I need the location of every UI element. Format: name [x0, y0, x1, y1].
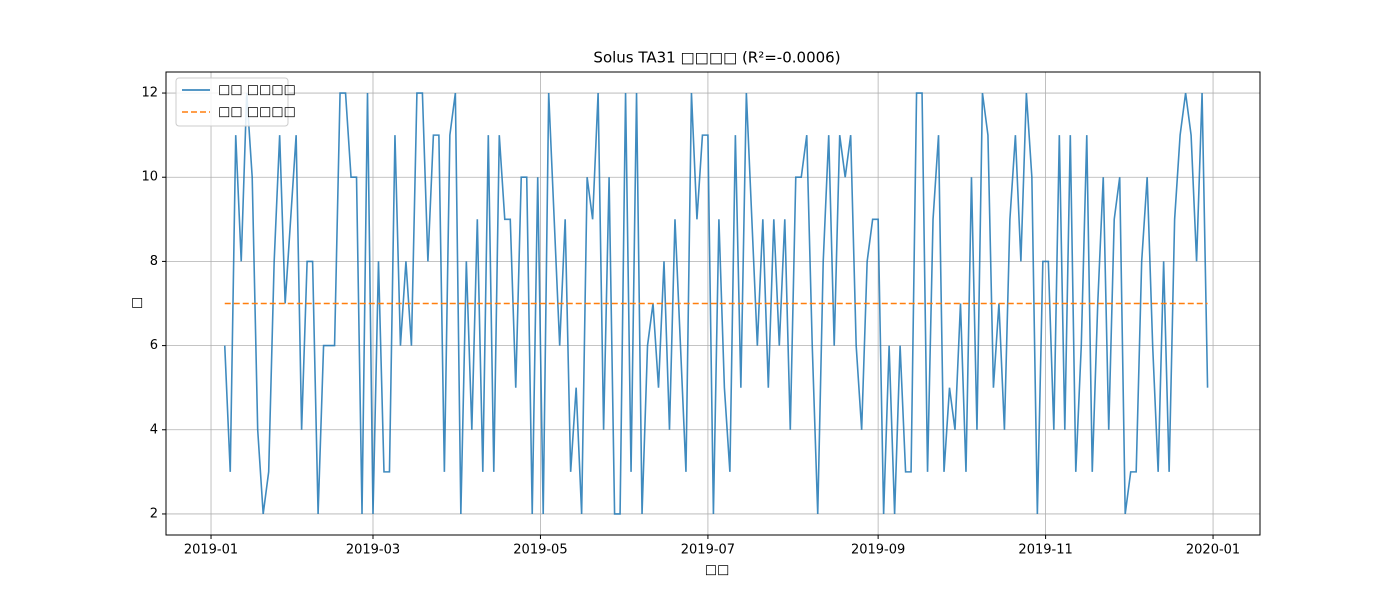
x-tick-label: 2019-01 [184, 543, 238, 558]
chart-title: Solus TA31 □□□□ (R²=-0.0006) [593, 49, 840, 67]
x-tick-label: 2019-07 [681, 543, 735, 558]
x-tick-label: 2020-01 [1186, 543, 1240, 558]
y-tick-label: 6 [150, 338, 158, 353]
legend-label: □□ □□□□ [218, 83, 296, 98]
y-axis-label: □ [130, 297, 145, 309]
x-tick-label: 2019-09 [851, 543, 905, 558]
y-tick-label: 8 [150, 254, 158, 269]
y-tick-label: 12 [141, 86, 158, 101]
legend-label: □□ □□□□ [218, 105, 296, 120]
x-tick-label: 2019-05 [513, 543, 567, 558]
x-axis-label: □□ [705, 563, 730, 578]
y-tick-label: 4 [150, 422, 158, 437]
data-line [223, 92, 1209, 515]
x-tick-label: 2019-11 [1018, 543, 1072, 558]
y-tick-label: 2 [150, 506, 158, 521]
x-tick-label: 2019-03 [346, 543, 400, 558]
y-tick-label: 10 [141, 170, 158, 185]
plot-frame [165, 71, 1261, 536]
